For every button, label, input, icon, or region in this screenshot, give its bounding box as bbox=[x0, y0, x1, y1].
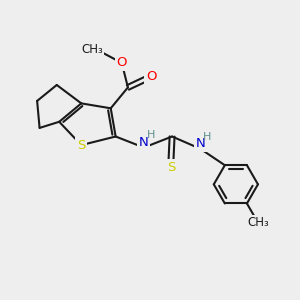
Text: O: O bbox=[116, 56, 127, 69]
Text: CH₃: CH₃ bbox=[247, 216, 269, 229]
Text: N: N bbox=[195, 137, 205, 150]
Text: H: H bbox=[146, 130, 155, 140]
Text: H: H bbox=[203, 131, 212, 142]
Text: S: S bbox=[167, 161, 175, 174]
Text: O: O bbox=[146, 70, 157, 83]
Text: S: S bbox=[77, 139, 86, 152]
Text: N: N bbox=[139, 136, 149, 148]
Text: CH₃: CH₃ bbox=[82, 43, 103, 56]
